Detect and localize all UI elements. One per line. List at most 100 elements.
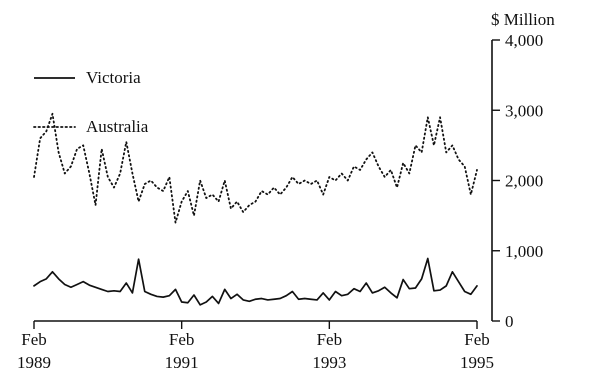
data-point-victoria: [433, 290, 434, 291]
data-point-victoria: [107, 291, 108, 292]
data-point-victoria: [163, 297, 164, 298]
data-point-victoria: [310, 299, 311, 300]
data-point-australia: [372, 152, 373, 153]
y-tick-label: 3,000: [505, 101, 543, 120]
data-point-australia: [427, 117, 428, 118]
data-point-victoria: [360, 291, 361, 292]
x-tick-label-year: 1991: [165, 353, 199, 372]
data-point-victoria: [261, 298, 262, 299]
data-point-victoria: [409, 288, 410, 289]
data-point-australia: [310, 183, 311, 184]
data-point-victoria: [292, 291, 293, 292]
data-point-victoria: [126, 282, 127, 283]
data-point-australia: [46, 131, 47, 132]
data-point-victoria: [89, 285, 90, 286]
data-point-victoria: [341, 295, 342, 296]
data-point-victoria: [101, 289, 102, 290]
data-point-australia: [298, 183, 299, 184]
data-point-australia: [384, 176, 385, 177]
y-axis-unit-label: $ Million: [491, 10, 555, 29]
data-point-victoria: [236, 294, 237, 295]
data-point-australia: [304, 180, 305, 181]
data-point-australia: [261, 190, 262, 191]
data-point-australia: [409, 173, 410, 174]
data-point-australia: [212, 194, 213, 195]
data-point-victoria: [64, 284, 65, 285]
data-point-australia: [390, 169, 391, 170]
data-point-victoria: [267, 299, 268, 300]
data-point-victoria: [58, 278, 59, 279]
data-point-victoria: [187, 302, 188, 303]
data-point-victoria: [403, 279, 404, 280]
data-point-victoria: [249, 301, 250, 302]
data-point-australia: [230, 208, 231, 209]
data-point-australia: [107, 176, 108, 177]
data-point-victoria: [218, 303, 219, 304]
y-tick-label: 0: [505, 312, 514, 331]
data-point-australia: [267, 194, 268, 195]
x-tick-label-year: 1995: [460, 353, 494, 372]
data-point-victoria: [193, 294, 194, 295]
data-point-australia: [446, 152, 447, 153]
data-point-australia: [249, 204, 250, 205]
data-point-victoria: [169, 295, 170, 296]
x-tick-label-month: Feb: [169, 330, 195, 349]
data-point-australia: [52, 113, 53, 114]
data-point-victoria: [372, 292, 373, 293]
data-point-victoria: [138, 259, 139, 260]
data-point-australia: [163, 190, 164, 191]
data-point-australia: [286, 187, 287, 188]
data-point-victoria: [120, 291, 121, 292]
y-tick-label: 2,000: [505, 172, 543, 191]
data-point-australia: [366, 159, 367, 160]
data-point-victoria: [464, 291, 465, 292]
data-point-australia: [83, 145, 84, 146]
data-point-australia: [64, 173, 65, 174]
x-tick-label-month: Feb: [21, 330, 47, 349]
data-point-victoria: [70, 287, 71, 288]
data-point-victoria: [470, 294, 471, 295]
data-point-australia: [347, 180, 348, 181]
series-layer: [33, 112, 478, 306]
data-point-australia: [273, 187, 274, 188]
data-point-victoria: [323, 292, 324, 293]
data-point-australia: [181, 201, 182, 202]
data-point-australia: [144, 183, 145, 184]
data-point-australia: [169, 176, 170, 177]
data-point-australia: [255, 201, 256, 202]
data-point-victoria: [390, 292, 391, 293]
data-point-australia: [206, 197, 207, 198]
data-point-victoria: [298, 299, 299, 300]
data-point-australia: [378, 166, 379, 167]
data-point-victoria: [132, 292, 133, 293]
data-point-victoria: [458, 281, 459, 282]
legend-label-victoria: Victoria: [86, 68, 141, 87]
series-line-australia: [33, 112, 478, 224]
data-point-victoria: [206, 301, 207, 302]
data-point-victoria: [243, 299, 244, 300]
data-point-australia: [433, 145, 434, 146]
data-point-australia: [70, 166, 71, 167]
data-point-victoria: [200, 304, 201, 305]
data-point-australia: [335, 180, 336, 181]
data-point-victoria: [212, 296, 213, 297]
data-point-australia: [193, 215, 194, 216]
data-point-victoria: [76, 284, 77, 285]
data-point-victoria: [181, 301, 182, 302]
data-point-australia: [76, 148, 77, 149]
series-australia: [33, 112, 478, 224]
data-point-victoria: [83, 281, 84, 282]
data-point-victoria: [280, 298, 281, 299]
data-point-victoria: [40, 281, 41, 282]
data-point-australia: [89, 173, 90, 174]
data-point-victoria: [316, 299, 317, 300]
data-point-australia: [243, 212, 244, 213]
data-point-australia: [132, 173, 133, 174]
data-point-australia: [360, 169, 361, 170]
x-tick-label-year: 1989: [17, 353, 51, 372]
data-point-australia: [58, 152, 59, 153]
data-point-australia: [396, 187, 397, 188]
data-point-australia: [113, 187, 114, 188]
data-point-victoria: [224, 289, 225, 290]
